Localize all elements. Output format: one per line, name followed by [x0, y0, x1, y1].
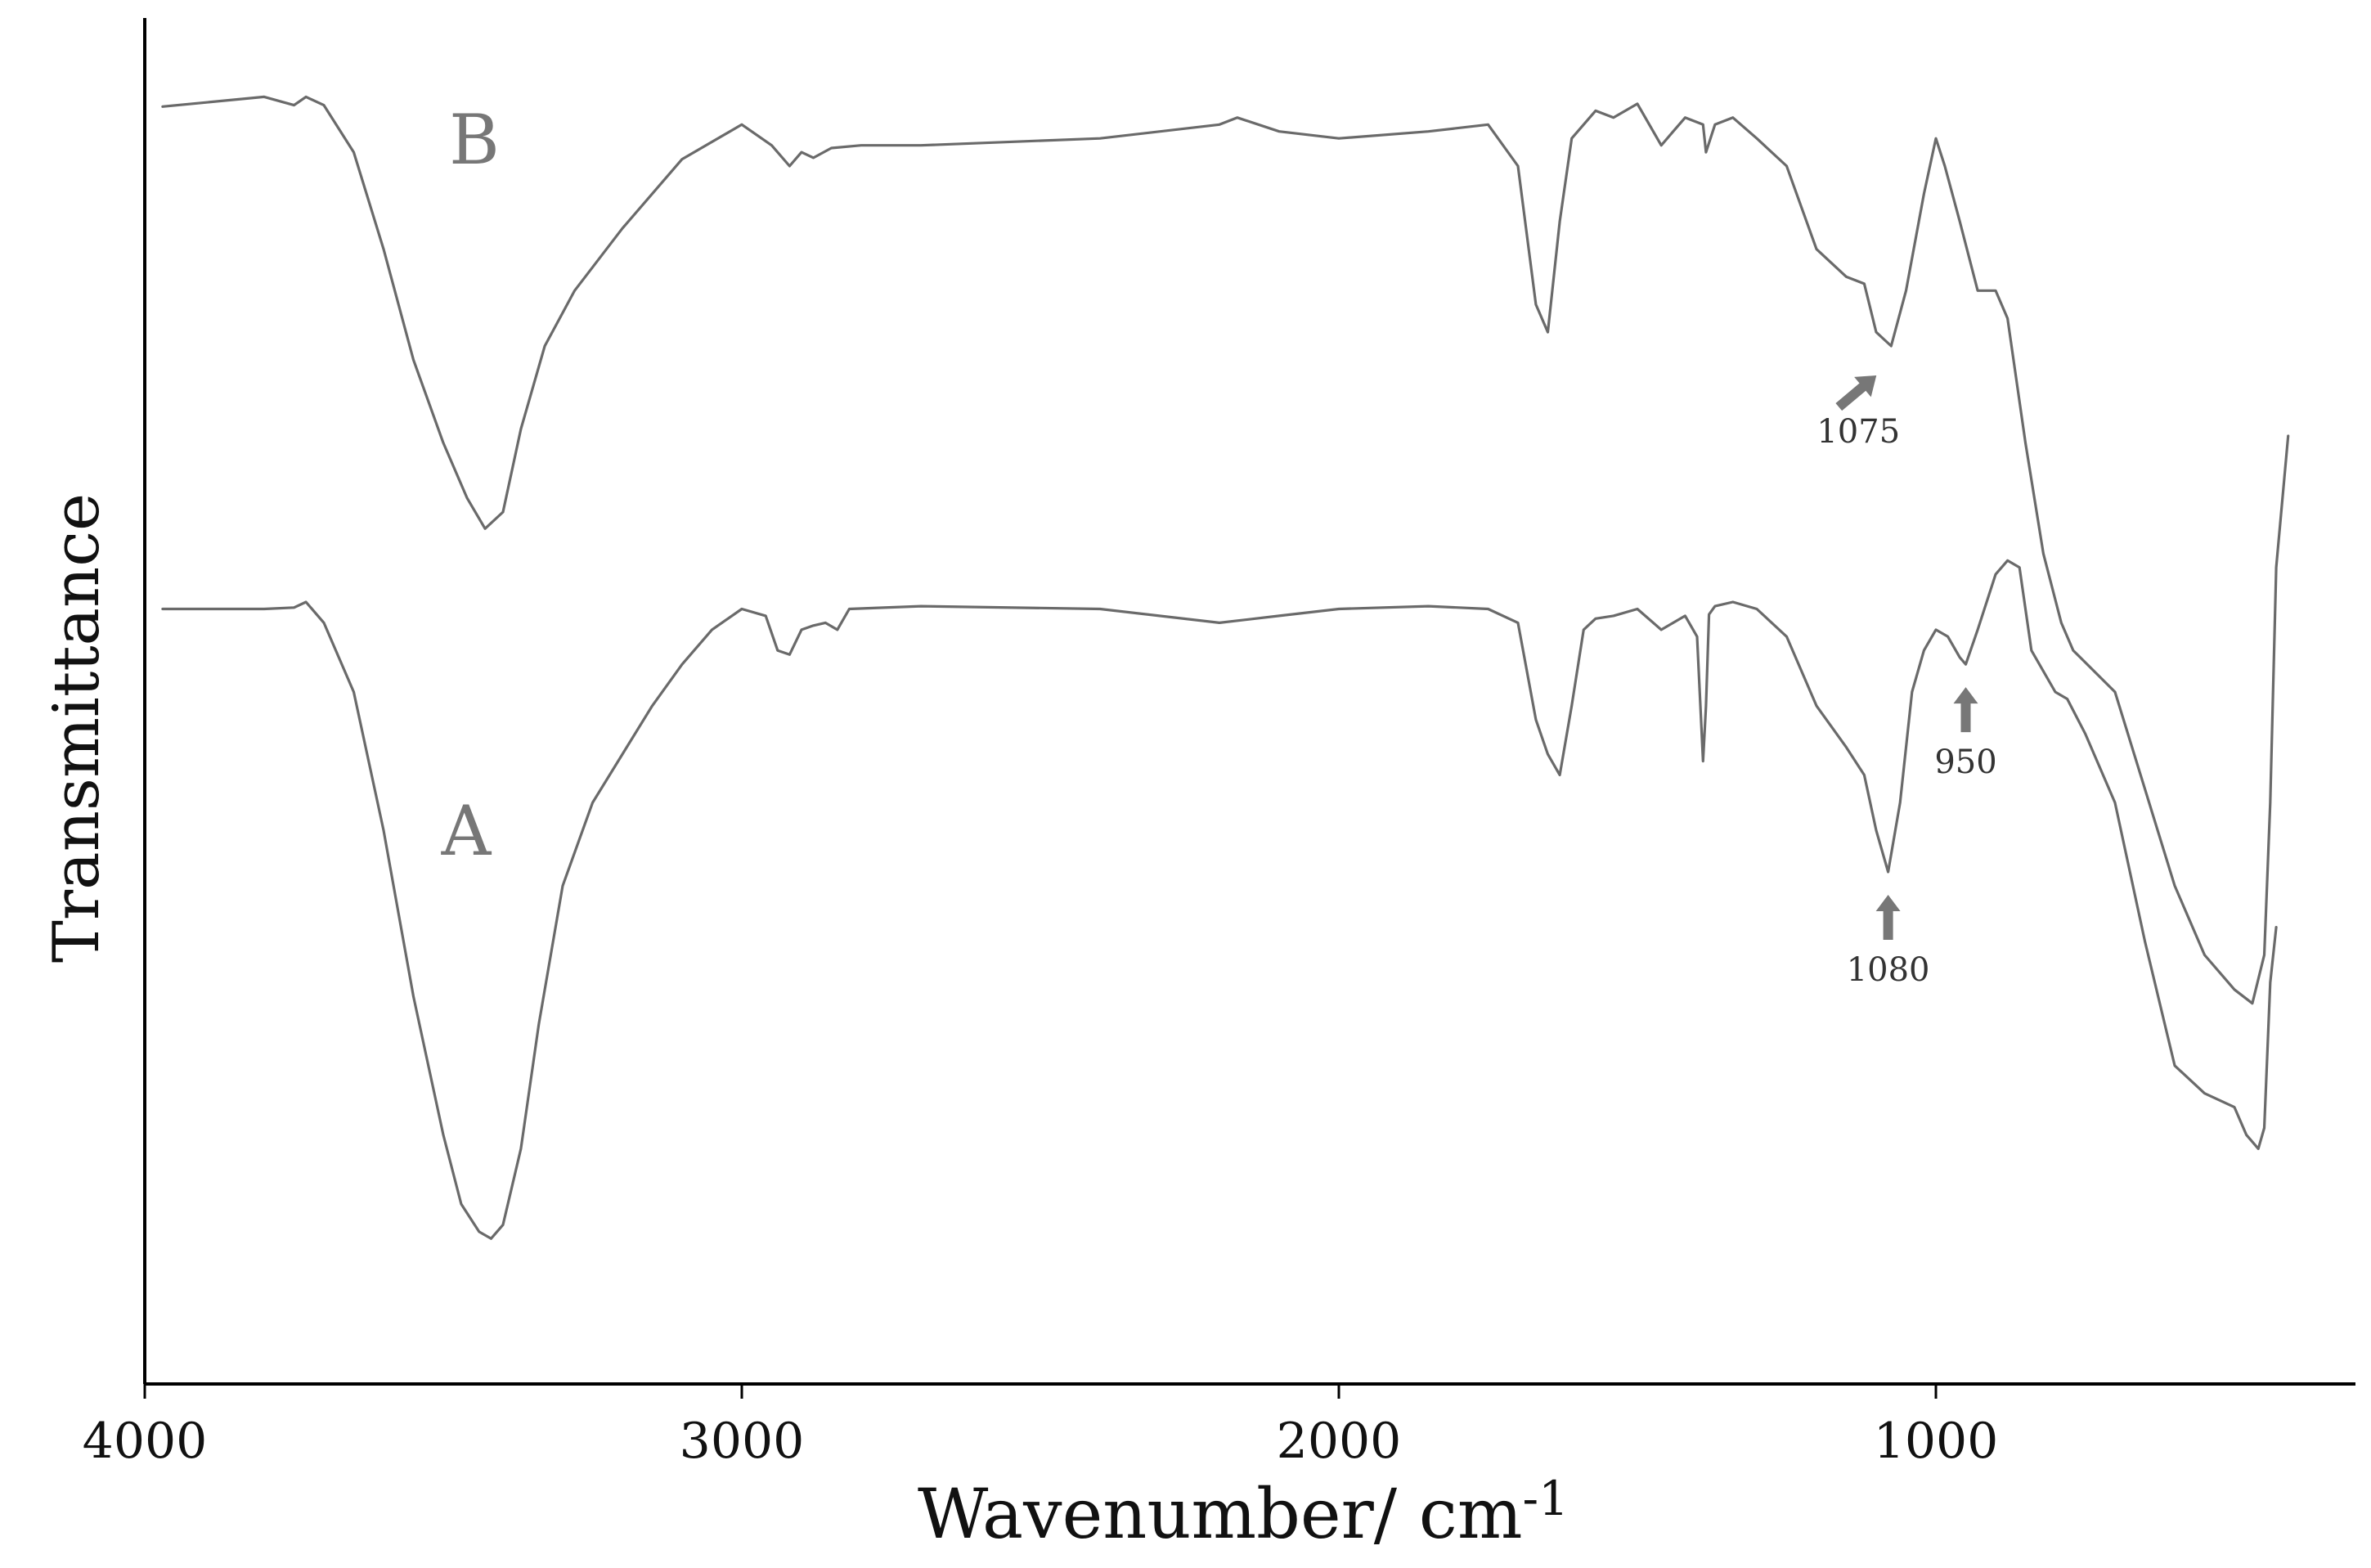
annotation-1075: 1075	[1816, 375, 1900, 451]
x-tick-labels: 4000 3000 2000 1000	[83, 1413, 1999, 1470]
x-tick-label-3000: 3000	[680, 1413, 805, 1470]
annotation-label: 1075	[1816, 413, 1900, 451]
series-label-A: A	[441, 791, 492, 871]
y-axis-label: Transmittance	[40, 493, 114, 963]
series-labels: BA	[441, 100, 500, 871]
x-ticks	[143, 1384, 1938, 1399]
arrow-icon	[1953, 687, 1978, 733]
arrow-icon	[1835, 375, 1877, 411]
annotation-1080: 1080	[1847, 894, 1930, 989]
series-label-B: B	[449, 100, 500, 180]
annotation-label: 1080	[1847, 951, 1930, 989]
series-line-B	[161, 95, 2290, 1005]
arrow-icon	[1875, 894, 1901, 940]
series-line-A	[161, 559, 2278, 1240]
x-tick-label-1000: 1000	[1874, 1413, 1999, 1470]
x-tick-label-4000: 4000	[83, 1413, 208, 1470]
annotation-950: 950	[1934, 687, 1997, 781]
annotation-label: 950	[1934, 744, 1996, 781]
x-axis-label: Wavenumber/ cm-1	[918, 1471, 1569, 1554]
x-tick-label-2000: 2000	[1277, 1413, 1402, 1470]
annotations: 1075 1080 950	[1816, 375, 1997, 989]
series-lines	[161, 95, 2290, 1240]
